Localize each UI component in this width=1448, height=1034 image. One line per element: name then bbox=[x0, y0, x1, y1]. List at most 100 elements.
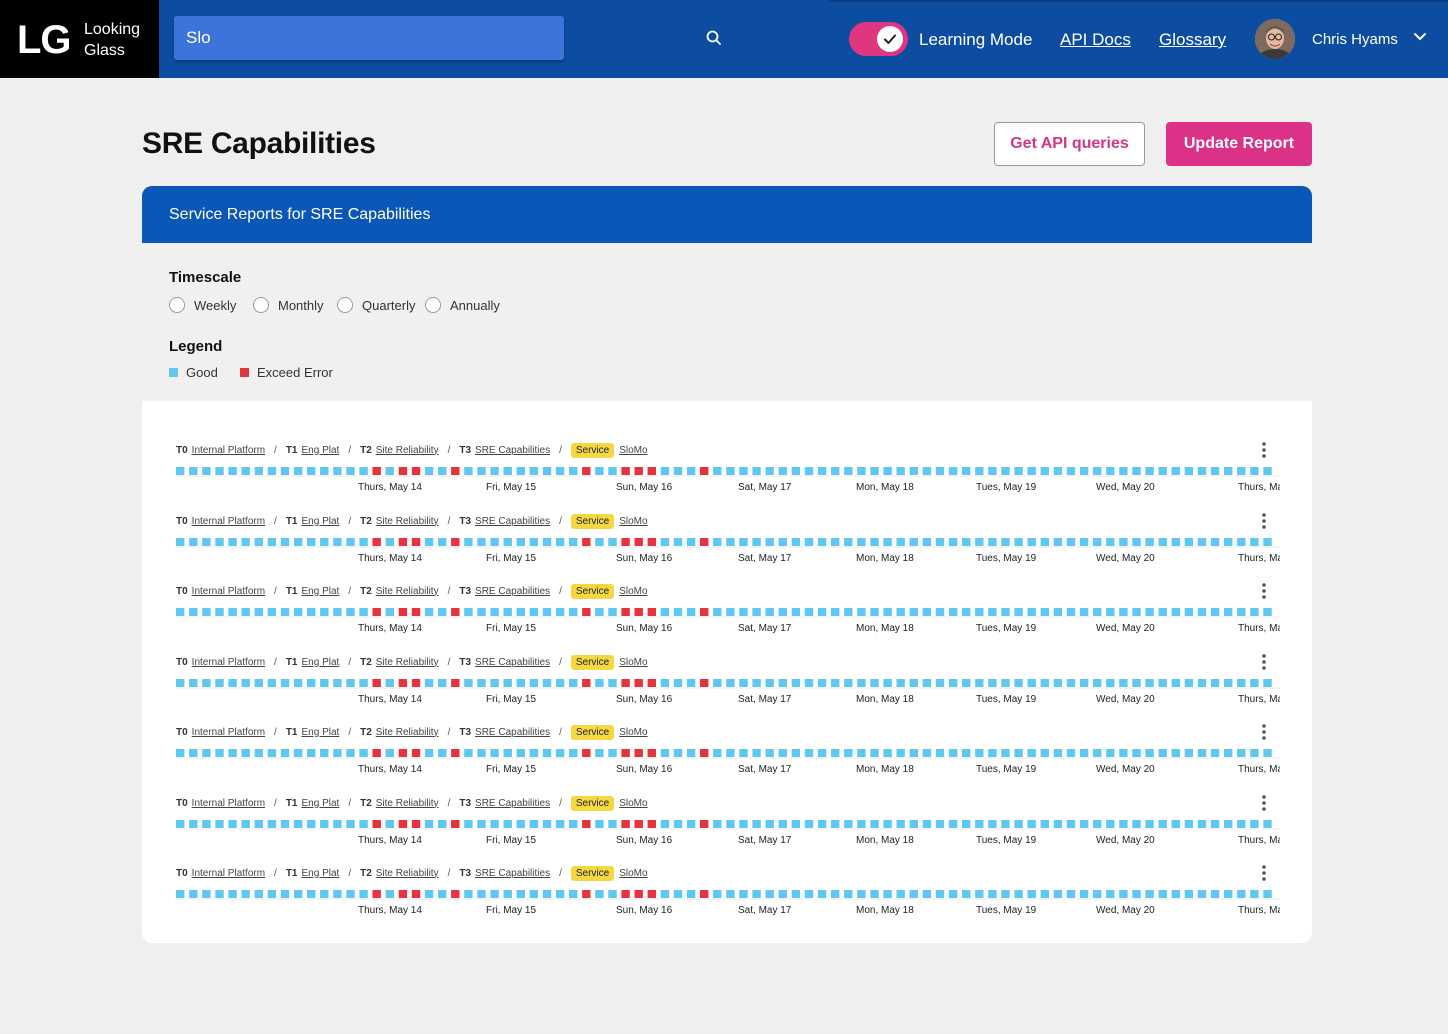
status-cell-good[interactable] bbox=[529, 608, 539, 616]
status-cell-good[interactable] bbox=[516, 467, 525, 475]
status-cell-good[interactable] bbox=[1184, 820, 1194, 828]
status-cell-error[interactable] bbox=[621, 608, 630, 616]
status-cell-good[interactable] bbox=[595, 749, 604, 757]
status-cell-good[interactable] bbox=[988, 890, 997, 898]
status-cell-good[interactable] bbox=[555, 467, 565, 475]
status-cell-good[interactable] bbox=[254, 679, 263, 687]
status-cell-good[interactable] bbox=[1145, 679, 1154, 687]
status-cell-good[interactable] bbox=[542, 749, 552, 757]
status-cell-good[interactable] bbox=[346, 679, 355, 687]
status-cell-good[interactable] bbox=[359, 467, 368, 475]
status-cell-good[interactable] bbox=[778, 467, 787, 475]
glossary-link[interactable]: Glossary bbox=[1159, 30, 1227, 49]
status-cell-good[interactable] bbox=[385, 608, 394, 616]
status-cell-good[interactable] bbox=[280, 890, 290, 898]
status-cell-good[interactable] bbox=[739, 538, 748, 546]
status-cell-good[interactable] bbox=[1079, 679, 1089, 687]
status-cell-good[interactable] bbox=[385, 538, 394, 546]
status-cell-error[interactable] bbox=[411, 679, 421, 687]
status-cell-good[interactable] bbox=[1250, 679, 1259, 687]
status-cell-good[interactable] bbox=[948, 679, 958, 687]
crumb-eng-plat[interactable]: Eng Plat bbox=[301, 585, 340, 597]
status-cell-good[interactable] bbox=[569, 890, 578, 898]
status-cell-good[interactable] bbox=[948, 538, 958, 546]
status-cell-good[interactable] bbox=[1119, 749, 1128, 757]
status-cell-good[interactable] bbox=[241, 749, 250, 757]
status-cell-good[interactable] bbox=[673, 890, 683, 898]
status-cell-error[interactable] bbox=[700, 749, 709, 757]
status-cell-good[interactable] bbox=[1237, 679, 1246, 687]
status-cell-good[interactable] bbox=[202, 890, 211, 898]
status-cell-good[interactable] bbox=[1210, 890, 1220, 898]
status-cell-good[interactable] bbox=[516, 749, 525, 757]
status-cell-good[interactable] bbox=[215, 608, 224, 616]
status-cell-good[interactable] bbox=[948, 749, 958, 757]
status-cell-good[interactable] bbox=[870, 538, 879, 546]
status-cell-good[interactable] bbox=[817, 820, 827, 828]
learning-mode-toggle[interactable] bbox=[849, 22, 908, 56]
status-cell-good[interactable] bbox=[608, 749, 617, 757]
status-cell-good[interactable] bbox=[280, 749, 290, 757]
status-cell-good[interactable] bbox=[176, 538, 185, 546]
status-cell-good[interactable] bbox=[962, 820, 971, 828]
status-cell-good[interactable] bbox=[1171, 820, 1180, 828]
status-cell-good[interactable] bbox=[267, 608, 277, 616]
status-cell-good[interactable] bbox=[503, 890, 512, 898]
status-cell-good[interactable] bbox=[1053, 467, 1063, 475]
status-cell-good[interactable] bbox=[1171, 679, 1180, 687]
status-cell-error[interactable] bbox=[647, 467, 656, 475]
status-cell-good[interactable] bbox=[1119, 538, 1128, 546]
status-cell-good[interactable] bbox=[1237, 467, 1246, 475]
crumb-site-reliability[interactable]: Site Reliability bbox=[375, 585, 439, 597]
status-cell-good[interactable] bbox=[464, 608, 473, 616]
status-cell-good[interactable] bbox=[1066, 749, 1076, 757]
status-cell-good[interactable] bbox=[267, 467, 277, 475]
status-cell-good[interactable] bbox=[595, 820, 604, 828]
status-cell-error[interactable] bbox=[451, 608, 460, 616]
status-cell-good[interactable] bbox=[385, 467, 394, 475]
status-cell-good[interactable] bbox=[189, 890, 198, 898]
crumb-internal-platform[interactable]: Internal Platform bbox=[191, 797, 266, 809]
status-cell-good[interactable] bbox=[477, 467, 486, 475]
status-cell-error[interactable] bbox=[451, 890, 460, 898]
status-cell-good[interactable] bbox=[307, 890, 316, 898]
crumb-service-name[interactable]: SloMo bbox=[619, 444, 648, 456]
status-cell-good[interactable] bbox=[555, 890, 565, 898]
status-cell-error[interactable] bbox=[411, 538, 421, 546]
status-cell-good[interactable] bbox=[542, 890, 552, 898]
crumb-internal-platform[interactable]: Internal Platform bbox=[191, 656, 266, 668]
status-cell-good[interactable] bbox=[254, 467, 263, 475]
status-cell-good[interactable] bbox=[1250, 608, 1259, 616]
status-cell-good[interactable] bbox=[359, 608, 368, 616]
status-cell-good[interactable] bbox=[778, 538, 787, 546]
status-cell-good[interactable] bbox=[490, 467, 499, 475]
radio-circle[interactable] bbox=[425, 297, 441, 313]
status-cell-good[interactable] bbox=[1224, 467, 1233, 475]
more-options-icon[interactable] bbox=[1259, 441, 1269, 459]
status-cell-good[interactable] bbox=[228, 749, 237, 757]
status-cell-good[interactable] bbox=[333, 608, 342, 616]
status-cell-good[interactable] bbox=[516, 890, 525, 898]
status-cell-good[interactable] bbox=[975, 467, 984, 475]
status-cell-good[interactable] bbox=[726, 608, 735, 616]
status-cell-good[interactable] bbox=[1079, 820, 1089, 828]
status-cell-error[interactable] bbox=[700, 679, 709, 687]
status-cell-good[interactable] bbox=[726, 467, 735, 475]
status-cell-good[interactable] bbox=[1145, 820, 1154, 828]
status-cell-error[interactable] bbox=[451, 820, 460, 828]
status-cell-good[interactable] bbox=[189, 608, 198, 616]
status-cell-good[interactable] bbox=[765, 608, 774, 616]
crumb-site-reliability[interactable]: Site Reliability bbox=[375, 797, 439, 809]
status-cell-good[interactable] bbox=[791, 749, 801, 757]
status-cell-good[interactable] bbox=[333, 890, 342, 898]
status-cell-error[interactable] bbox=[700, 538, 709, 546]
status-cell-error[interactable] bbox=[621, 749, 630, 757]
status-cell-error[interactable] bbox=[398, 820, 408, 828]
status-cell-good[interactable] bbox=[896, 538, 905, 546]
crumb-eng-plat[interactable]: Eng Plat bbox=[301, 797, 340, 809]
status-cell-good[interactable] bbox=[477, 820, 486, 828]
status-cell-good[interactable] bbox=[1040, 890, 1049, 898]
status-cell-good[interactable] bbox=[1040, 820, 1049, 828]
status-cell-good[interactable] bbox=[529, 820, 539, 828]
status-cell-good[interactable] bbox=[1263, 608, 1272, 616]
